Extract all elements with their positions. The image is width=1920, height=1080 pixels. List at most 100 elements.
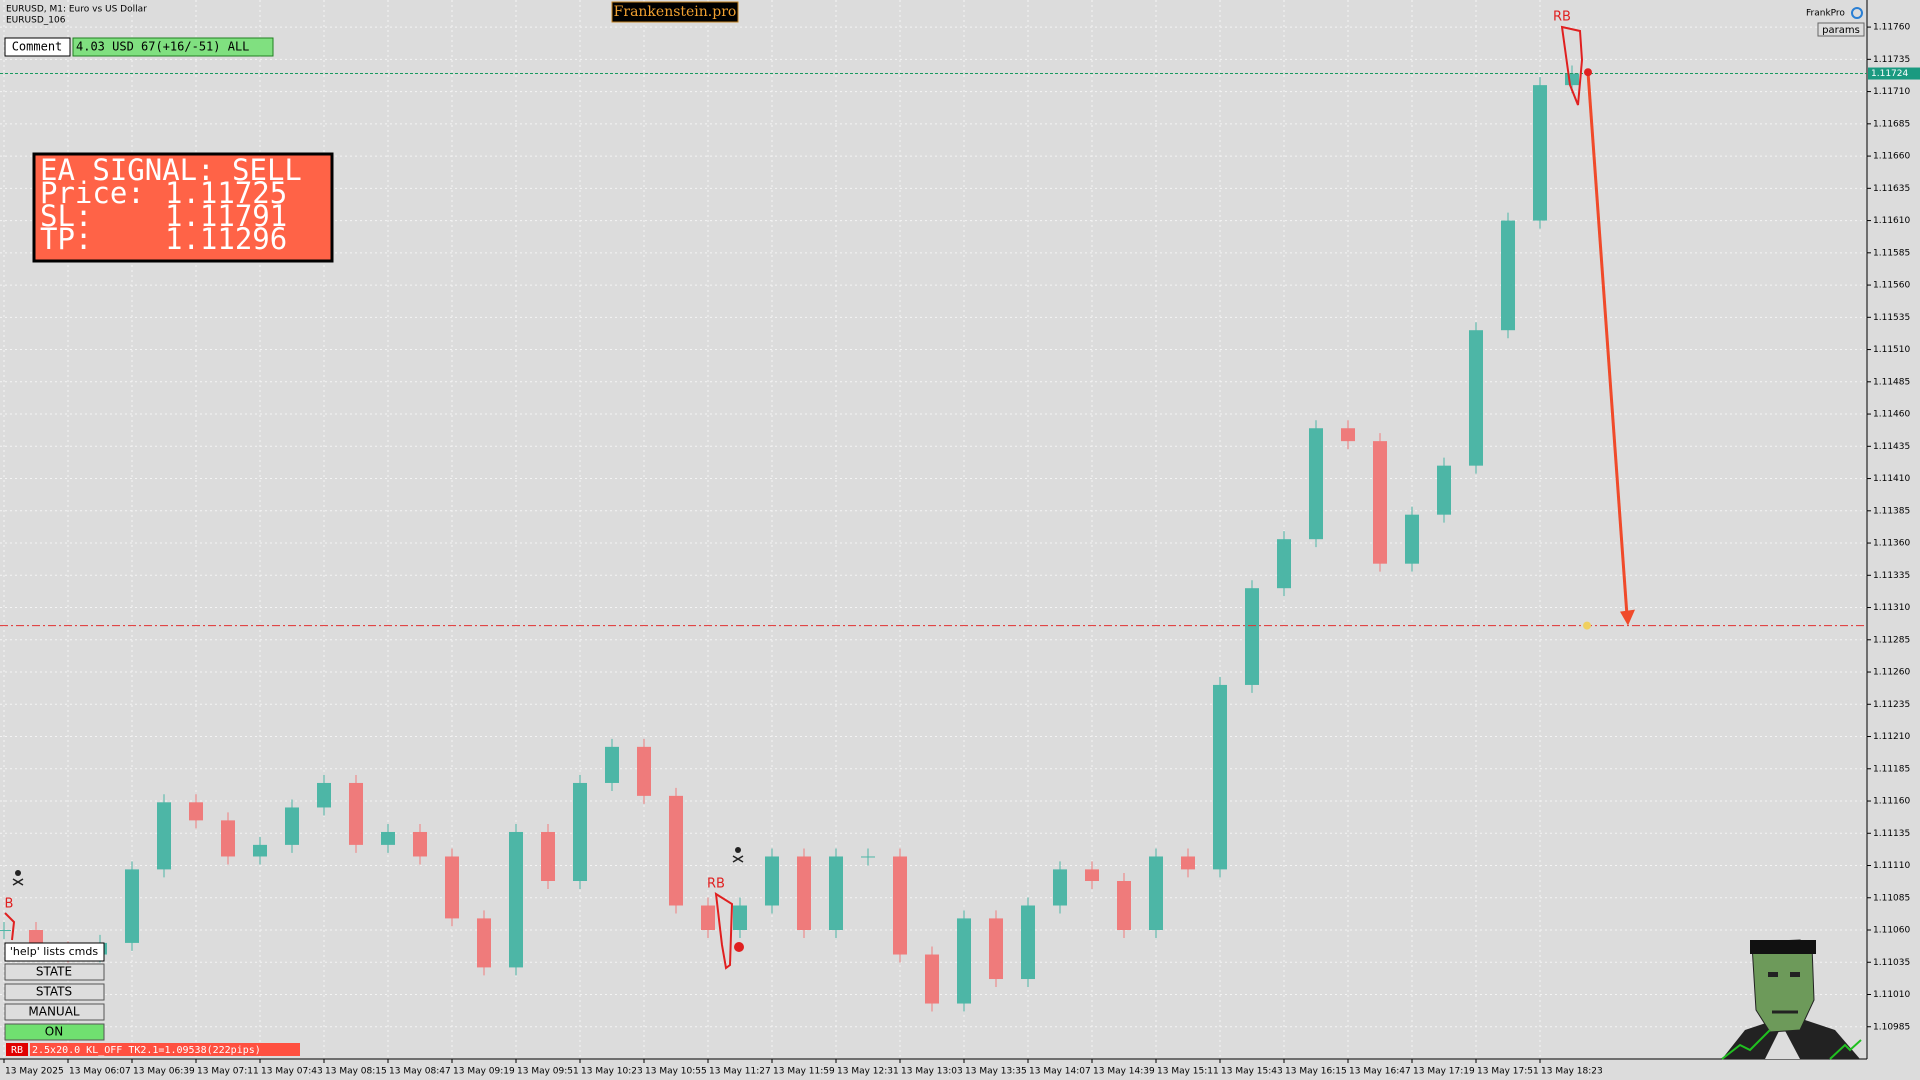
last-price-label: 1.11724 xyxy=(1871,69,1908,79)
candle-body xyxy=(1405,514,1419,564)
y-tick-label: 1.11110 xyxy=(1873,861,1910,871)
help-text: 'help' lists cmds xyxy=(10,945,98,958)
x-tick-label: 13 May 15:43 xyxy=(1221,1067,1283,1077)
x-tick-label: 13 May 18:23 xyxy=(1541,1067,1603,1077)
candle-body xyxy=(1213,684,1227,870)
x-tick-label: 13 May 06:39 xyxy=(133,1067,195,1077)
y-tick-label: 1.11435 xyxy=(1873,442,1910,452)
rb-shape xyxy=(714,892,734,970)
stats-button[interactable] xyxy=(4,983,105,1001)
y-tick-label: 1.11385 xyxy=(1873,506,1910,516)
state-button[interactable] xyxy=(4,963,105,981)
params-text[interactable]: params xyxy=(1822,25,1860,36)
x-tick-label: 13 May 14:07 xyxy=(1029,1067,1091,1077)
y-tick-label: 1.11310 xyxy=(1873,603,1910,613)
candle-body xyxy=(1181,856,1195,870)
candle-body xyxy=(701,905,715,931)
x-tick-label: 13 May 2025 xyxy=(5,1067,64,1077)
skull-icon xyxy=(732,847,744,863)
profile-icon xyxy=(1851,7,1863,19)
x-tick-label: 13 May 07:43 xyxy=(261,1067,323,1077)
candle-body xyxy=(221,820,235,857)
skull-icon xyxy=(12,870,24,886)
rb-label: RB xyxy=(1553,10,1571,25)
x-tick-label: 13 May 13:35 xyxy=(965,1067,1027,1077)
candle-body xyxy=(0,930,11,932)
candles xyxy=(0,65,1579,1012)
candle-body xyxy=(349,782,363,845)
x-tick-label: 13 May 14:39 xyxy=(1093,1067,1155,1077)
candle-body xyxy=(925,954,939,1004)
y-tick-label: 1.11610 xyxy=(1873,216,1910,226)
manual-text[interactable]: MANUAL xyxy=(28,1005,80,1019)
y-tick-label: 1.11360 xyxy=(1873,539,1910,549)
y-tick-label: 1.11010 xyxy=(1873,990,1910,1000)
x-tick-label: 13 May 08:15 xyxy=(325,1067,387,1077)
x-tick-label: 13 May 16:15 xyxy=(1285,1067,1347,1077)
candle-body xyxy=(637,746,651,796)
candle-body xyxy=(1373,441,1387,564)
on-text[interactable]: ON xyxy=(45,1025,63,1039)
candle-body xyxy=(125,869,139,943)
x-tick-label: 13 May 07:11 xyxy=(197,1067,259,1077)
x-tick-label: 13 May 17:19 xyxy=(1413,1067,1475,1077)
y-tick-label: 1.11210 xyxy=(1873,732,1910,742)
signal-tp: 1.11296 xyxy=(165,222,287,256)
on-button[interactable] xyxy=(4,1023,105,1041)
y-tick-label: 1.11235 xyxy=(1873,700,1910,710)
x-tick-label: 13 May 10:55 xyxy=(645,1067,707,1077)
signal-arrow xyxy=(1586,72,1629,616)
status-tag: RB xyxy=(11,1045,23,1056)
y-tick-label: 1.11760 xyxy=(1873,23,1910,33)
stats-text[interactable]: STATS xyxy=(36,985,72,999)
candle-body xyxy=(797,856,811,931)
candle-body xyxy=(1565,73,1579,86)
b-shape xyxy=(4,912,16,941)
candle-body xyxy=(1021,905,1035,980)
comment-stats: 4.03 USD 67(+16/-51) ALL xyxy=(76,40,249,54)
signal-arrowhead xyxy=(1620,609,1635,626)
x-tick-label: 13 May 11:59 xyxy=(773,1067,835,1077)
candle-body xyxy=(285,807,299,845)
last-price-box xyxy=(1868,67,1920,80)
y-tick-label: 1.11710 xyxy=(1873,87,1910,97)
candle-body xyxy=(861,856,875,858)
x-tick-label: 13 May 13:03 xyxy=(901,1067,963,1077)
candle-body xyxy=(541,831,555,881)
state-text[interactable]: STATE xyxy=(36,965,72,979)
signal-tp-label: TP: xyxy=(40,222,92,256)
x-tick-label: 13 May 06:07 xyxy=(69,1067,131,1077)
params-button[interactable] xyxy=(1817,22,1865,37)
candle-body xyxy=(1469,330,1483,466)
candle-body xyxy=(1085,869,1099,881)
overlay: 1.11724 xyxy=(0,67,1920,630)
profile-text: FrankPro xyxy=(1806,9,1845,19)
y-tick-label: 1.11485 xyxy=(1873,377,1910,387)
candle-body xyxy=(157,802,171,870)
candle-body xyxy=(1437,465,1451,515)
candle-body xyxy=(669,795,683,906)
signal-sl: 1.11791 xyxy=(165,199,287,233)
x-tick-label: 13 May 08:47 xyxy=(389,1067,451,1077)
status-tag-box xyxy=(6,1043,28,1056)
b-label: B xyxy=(5,897,14,912)
x-tick-label: 13 May 10:23 xyxy=(581,1067,643,1077)
y-tick-label: 1.11735 xyxy=(1873,55,1910,65)
signal-box xyxy=(32,152,334,263)
y-tick-label: 1.11685 xyxy=(1873,119,1910,129)
y-tick-label: 1.11335 xyxy=(1873,571,1910,581)
candle-body xyxy=(1053,869,1067,906)
status-box xyxy=(30,1043,300,1056)
x-tick-label: 13 May 12:31 xyxy=(837,1067,899,1077)
candle-body xyxy=(1149,856,1163,931)
candle-body xyxy=(413,831,427,857)
candle-body xyxy=(605,746,619,783)
y-tick-label: 1.11135 xyxy=(1873,829,1910,839)
candle-body xyxy=(1117,880,1131,931)
y-tick-label: 1.11410 xyxy=(1873,474,1910,484)
signal-price-label: Price: xyxy=(40,176,145,210)
candle-body xyxy=(829,856,843,931)
manual-button[interactable] xyxy=(4,1003,105,1021)
